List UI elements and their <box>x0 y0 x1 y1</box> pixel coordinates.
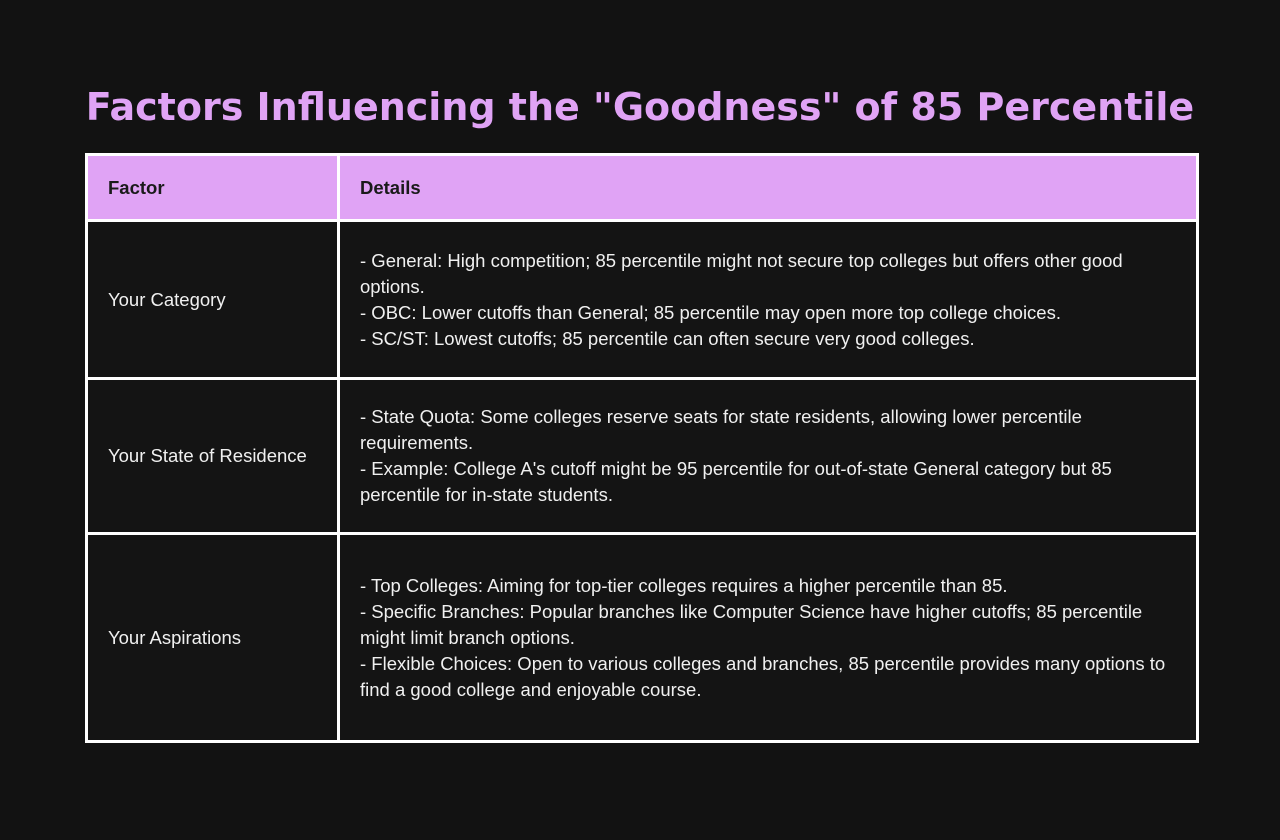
detail-line: - Specific Branches: Popular branches li… <box>360 600 1143 648</box>
details-cell: - General: High competition; 85 percenti… <box>337 219 1199 380</box>
table-row: Your State of Residence - State Quota: S… <box>85 377 1199 535</box>
page-title: Factors Influencing the "Goodness" of 85… <box>85 85 1195 129</box>
table-row: Your Aspirations - Top Colleges: Aiming … <box>85 532 1199 743</box>
factor-cell: Your Category <box>85 219 340 380</box>
table-row: Your Category - General: High competitio… <box>85 219 1199 380</box>
detail-line: - OBC: Lower cutoffs than General; 85 pe… <box>360 301 1061 323</box>
column-header-details: Details <box>337 153 1199 222</box>
detail-line: - SC/ST: Lowest cutoffs; 85 percentile c… <box>360 327 975 349</box>
table-header-row: Factor Details <box>85 153 1199 222</box>
detail-line: - General: High competition; 85 percenti… <box>360 249 1123 297</box>
factors-table: Factor Details Your Category - General: … <box>85 153 1199 743</box>
factor-cell: Your State of Residence <box>85 377 340 535</box>
details-cell: - Top Colleges: Aiming for top-tier coll… <box>337 532 1199 743</box>
factor-cell: Your Aspirations <box>85 532 340 743</box>
detail-line: - Example: College A's cutoff might be 9… <box>360 458 1112 505</box>
detail-line: - Flexible Choices: Open to various coll… <box>360 652 1166 700</box>
column-header-factor: Factor <box>85 153 340 222</box>
detail-line: - State Quota: Some colleges reserve sea… <box>360 406 1082 453</box>
details-cell: - State Quota: Some colleges reserve sea… <box>337 377 1199 535</box>
detail-line: - Top Colleges: Aiming for top-tier coll… <box>360 574 1008 596</box>
